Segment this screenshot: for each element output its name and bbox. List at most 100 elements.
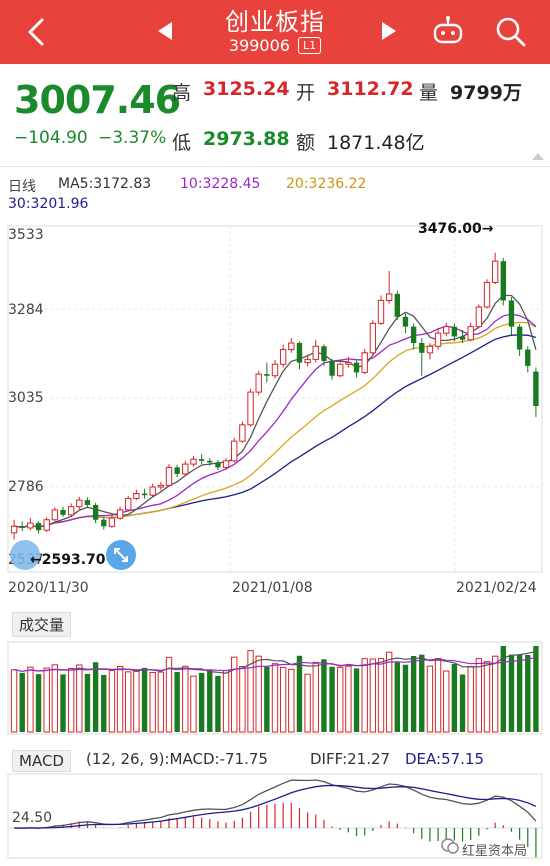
volume-bar bbox=[51, 664, 59, 733]
robot-assistant-icon[interactable] bbox=[430, 14, 466, 50]
candle-body bbox=[222, 460, 230, 468]
candle-body bbox=[27, 522, 34, 529]
open-label: 开 bbox=[296, 82, 316, 104]
candle-body bbox=[312, 345, 319, 360]
ma20-line bbox=[14, 321, 537, 528]
candle-body bbox=[402, 316, 409, 327]
volume-bar bbox=[76, 664, 83, 733]
previous-triangle-icon[interactable] bbox=[156, 20, 176, 42]
candle-body bbox=[67, 506, 75, 516]
candle-body bbox=[483, 281, 491, 308]
volume-bar bbox=[207, 670, 213, 732]
candle-body bbox=[321, 346, 327, 361]
candle-body bbox=[443, 326, 450, 334]
app-header: 创业板指 399006 L1 bbox=[0, 0, 550, 64]
candle-body bbox=[174, 467, 180, 474]
amount-label: 额 bbox=[296, 132, 316, 154]
volume-bar bbox=[369, 658, 377, 733]
y-tick-label: 3533 bbox=[8, 227, 44, 243]
back-arrow-icon[interactable] bbox=[22, 14, 52, 50]
volume-bar bbox=[271, 663, 279, 733]
x-tick-label: 2020/11/30 bbox=[8, 580, 89, 596]
candle-body bbox=[60, 509, 66, 515]
watermark: 红星资本局 bbox=[462, 844, 528, 859]
macd-panel-title[interactable]: MACD bbox=[12, 750, 71, 772]
candle-body bbox=[264, 374, 270, 376]
volume-bar bbox=[222, 669, 230, 733]
candle-body bbox=[35, 523, 42, 531]
candle-body bbox=[10, 525, 18, 534]
ma5-legend: MA5:3172.83 bbox=[58, 176, 152, 192]
candle-body bbox=[84, 500, 91, 506]
candle-body bbox=[125, 497, 132, 511]
candle-body bbox=[239, 424, 246, 442]
volume-bar bbox=[451, 663, 458, 732]
candle-body bbox=[394, 293, 400, 317]
candle-body bbox=[353, 362, 360, 373]
volume-bar bbox=[10, 669, 18, 733]
candle-body bbox=[345, 362, 352, 365]
y-tick-label: 2786 bbox=[8, 479, 44, 495]
volume-bar bbox=[101, 674, 107, 732]
next-triangle-icon[interactable] bbox=[378, 20, 398, 42]
volume-bar bbox=[426, 665, 434, 733]
ma30-legend: 30:3201.96 bbox=[8, 196, 89, 212]
candle-body bbox=[385, 293, 393, 301]
ma10-line bbox=[14, 313, 537, 528]
volume-label: 量 bbox=[419, 82, 439, 104]
x-tick-label: 2021/02/24 bbox=[456, 580, 537, 596]
volume-bar bbox=[312, 661, 319, 733]
volume-bar bbox=[337, 666, 344, 733]
candle-body bbox=[516, 326, 523, 350]
level-badge: L1 bbox=[297, 37, 322, 54]
candle-body bbox=[108, 517, 116, 527]
candle-body bbox=[247, 391, 254, 426]
macd-diff-line bbox=[14, 779, 537, 829]
volume-bar bbox=[247, 650, 254, 733]
candle-body bbox=[419, 342, 425, 353]
candle-body bbox=[157, 484, 165, 488]
high-annotation: 3476.00→ bbox=[418, 221, 494, 237]
volume-bar bbox=[483, 661, 491, 733]
volume-bar bbox=[288, 668, 295, 733]
candle-body bbox=[459, 336, 466, 340]
volume-bar bbox=[231, 656, 238, 733]
volume-bar bbox=[459, 674, 466, 732]
volume-bar bbox=[508, 654, 515, 732]
volume-bar bbox=[345, 665, 352, 733]
volume-bar bbox=[27, 666, 34, 733]
volume-bar bbox=[255, 655, 262, 733]
volume-bar bbox=[174, 671, 180, 732]
volume-bar bbox=[491, 655, 499, 733]
candle-body bbox=[255, 373, 262, 393]
volume-bar bbox=[157, 671, 165, 733]
candle-body bbox=[198, 459, 205, 461]
start-marker bbox=[10, 540, 40, 570]
candle-body bbox=[92, 505, 99, 520]
volume-bar bbox=[279, 666, 287, 733]
candle-body bbox=[377, 299, 385, 324]
period-label[interactable]: 日线 bbox=[8, 179, 36, 195]
volume-ma10-line bbox=[13, 656, 537, 672]
volume-bar bbox=[125, 671, 132, 733]
candle-body bbox=[141, 493, 148, 496]
volume-bar bbox=[67, 667, 75, 733]
volume-bar bbox=[296, 655, 303, 732]
volume-bar bbox=[84, 673, 91, 732]
collapse-chevron-icon[interactable] bbox=[530, 150, 546, 162]
search-icon[interactable] bbox=[494, 14, 528, 50]
fullscreen-button[interactable] bbox=[106, 540, 136, 570]
volume-panel-title[interactable]: 成交量 bbox=[12, 612, 72, 637]
candle-body bbox=[361, 352, 368, 373]
candle-body bbox=[475, 306, 483, 328]
volume-value: 9799万 bbox=[450, 82, 522, 104]
candle-body bbox=[500, 261, 506, 301]
volume-bar bbox=[500, 646, 506, 732]
index-code: 399006 L1 bbox=[180, 36, 370, 55]
macd-diff: DIFF:21.27 bbox=[310, 750, 391, 768]
ma20-legend: 20:3236.22 bbox=[286, 176, 367, 192]
volume-bar bbox=[361, 658, 368, 733]
volume-bar bbox=[321, 659, 327, 732]
volume-bar bbox=[385, 651, 393, 733]
